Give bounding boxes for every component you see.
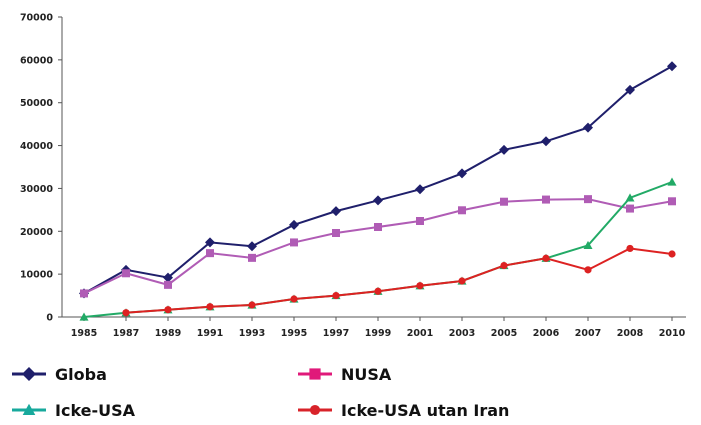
data-point-icke-usa-utan-iran bbox=[458, 277, 466, 285]
x-tick-label: 1989 bbox=[155, 328, 181, 339]
data-point-icke-usa-utan-iran bbox=[626, 244, 634, 253]
data-point-icke-usa bbox=[79, 312, 89, 321]
legend-label: NUSA bbox=[341, 365, 392, 384]
y-tick-label: 10000 bbox=[20, 270, 53, 281]
x-tick-label: 2005 bbox=[491, 328, 517, 339]
chart-legend: Globa NUSA Icke-USA Icke-USA utan Iran bbox=[12, 365, 509, 420]
data-point-globa bbox=[289, 219, 299, 230]
data-point-globa bbox=[247, 241, 257, 252]
data-point-nusa bbox=[542, 195, 550, 204]
data-point-globa bbox=[625, 84, 635, 95]
x-tick-label: 2006 bbox=[533, 328, 560, 339]
data-point-icke-usa-utan-iran bbox=[164, 306, 172, 314]
data-point-nusa bbox=[248, 253, 256, 262]
x-tick-label: 2008 bbox=[617, 328, 644, 339]
data-point-nusa bbox=[290, 238, 298, 247]
data-point-globa bbox=[415, 184, 425, 195]
chart-axes bbox=[61, 17, 686, 318]
y-tick-label: 50000 bbox=[20, 98, 53, 109]
data-point-icke-usa-utan-iran bbox=[584, 266, 592, 274]
series-globa bbox=[79, 61, 677, 299]
legend-item-icke-usa: Icke-USA bbox=[12, 401, 136, 420]
data-point-globa bbox=[205, 237, 215, 248]
data-point-icke-usa bbox=[667, 177, 677, 186]
x-tick-label: 1991 bbox=[197, 328, 223, 339]
data-point-globa bbox=[457, 168, 467, 179]
data-point-nusa bbox=[122, 269, 130, 278]
x-tick-label: 1993 bbox=[239, 328, 265, 339]
data-point-nusa bbox=[584, 195, 592, 204]
data-point-icke-usa-utan-iran bbox=[248, 301, 256, 309]
data-point-nusa bbox=[458, 206, 466, 215]
x-tick-label: 2003 bbox=[449, 328, 475, 339]
y-tick-label: 30000 bbox=[20, 184, 53, 195]
y-tick-label: 70000 bbox=[20, 13, 53, 24]
data-point-nusa bbox=[500, 197, 508, 206]
series-nusa bbox=[80, 195, 676, 298]
data-point-nusa bbox=[164, 280, 172, 289]
data-point-icke-usa bbox=[625, 193, 635, 202]
legend-item-nusa: NUSA bbox=[298, 365, 392, 384]
series-line-globa bbox=[83, 65, 673, 295]
y-tick-label: 60000 bbox=[20, 55, 53, 66]
x-axis-ticks: 1985 1987 1989 1991 1993 1995 1997 1999 2001 2003… bbox=[71, 317, 686, 339]
legend-label: Globa bbox=[55, 365, 107, 384]
x-tick-label: 2010 bbox=[659, 328, 686, 339]
series-icke-usa-utan-iran bbox=[122, 244, 676, 317]
series-line-icke-usa-utan-iran bbox=[125, 247, 673, 314]
x-tick-label: 2001 bbox=[407, 328, 433, 339]
data-point-nusa bbox=[80, 289, 88, 298]
legend-label: Icke-USA bbox=[55, 401, 136, 420]
x-tick-label: 1995 bbox=[281, 328, 307, 339]
legend-swatch-marker bbox=[22, 367, 36, 381]
x-tick-label: 1999 bbox=[365, 328, 391, 339]
data-point-icke-usa-utan-iran bbox=[374, 287, 382, 295]
data-point-icke-usa-utan-iran bbox=[500, 261, 508, 270]
x-tick-label: 1987 bbox=[113, 328, 139, 339]
y-tick-label: 20000 bbox=[20, 227, 53, 238]
y-tick-label: 0 bbox=[46, 313, 53, 324]
data-point-globa bbox=[583, 122, 593, 133]
y-axis-ticks: 0 10000 20000 30000 40000 50000 60000 70000 bbox=[20, 13, 62, 324]
legend-item-globa: Globa bbox=[12, 365, 107, 384]
legend-swatch-marker bbox=[309, 404, 321, 416]
data-point-globa bbox=[331, 206, 341, 217]
x-tick-label: 2007 bbox=[575, 328, 601, 339]
data-point-icke-usa-utan-iran bbox=[122, 309, 130, 317]
data-point-icke-usa-utan-iran bbox=[668, 250, 676, 258]
data-point-nusa bbox=[626, 204, 634, 213]
data-point-icke-usa-utan-iran bbox=[332, 291, 340, 300]
x-tick-label: 1997 bbox=[323, 328, 349, 339]
chart-series bbox=[79, 61, 677, 321]
data-point-icke-usa-utan-iran bbox=[290, 295, 298, 303]
data-point-nusa bbox=[416, 217, 424, 225]
legend-label: Icke-USA utan Iran bbox=[341, 401, 509, 420]
y-tick-label: 40000 bbox=[20, 141, 53, 152]
legend-swatch-marker bbox=[22, 403, 36, 416]
data-point-globa bbox=[667, 61, 677, 72]
data-point-globa bbox=[541, 136, 551, 147]
legend-item-icke-usa-utan-iran: Icke-USA utan Iran bbox=[298, 401, 509, 420]
data-point-nusa bbox=[206, 249, 214, 258]
data-point-icke-usa-utan-iran bbox=[542, 254, 550, 262]
data-point-icke-usa-utan-iran bbox=[206, 303, 214, 311]
data-point-nusa bbox=[668, 197, 676, 206]
data-point-icke-usa bbox=[583, 240, 593, 250]
data-point-globa bbox=[499, 144, 509, 155]
data-point-globa bbox=[163, 272, 173, 283]
data-point-nusa bbox=[332, 229, 340, 237]
data-point-nusa bbox=[374, 223, 382, 231]
data-point-icke-usa-utan-iran bbox=[416, 282, 424, 290]
legend-swatch-marker bbox=[309, 368, 321, 380]
x-tick-label: 1985 bbox=[71, 328, 97, 339]
data-point-globa bbox=[373, 195, 383, 206]
